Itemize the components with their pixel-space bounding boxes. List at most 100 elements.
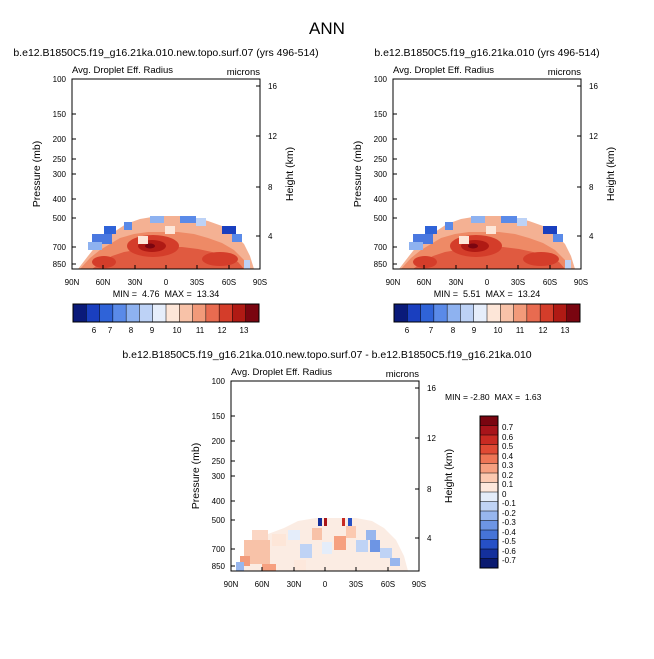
colorbar-swatch — [126, 304, 140, 322]
colorbar-label: 0.6 — [502, 433, 514, 442]
panel-a-ylabel: Pressure (mb) — [31, 141, 43, 208]
panel-a-tick-marks — [71, 78, 261, 269]
colorbar-swatch — [480, 473, 498, 483]
y-tick-label: 250 — [53, 155, 67, 164]
colorbar-swatch — [566, 304, 581, 322]
panel-c-ylabel-right: Height (km) — [443, 449, 455, 503]
y-tick-label: 250 — [212, 457, 226, 466]
colorbar-label: 10 — [173, 326, 182, 335]
x-tick-label: 0 — [485, 278, 490, 287]
y-tick-label: 700 — [374, 243, 388, 252]
colorbar-label: 7 — [429, 326, 434, 335]
panel-a-units: microns — [227, 67, 261, 78]
colorbar-label: 12 — [218, 326, 227, 335]
colorbar-swatch — [473, 304, 488, 322]
panel-a-right-ticks: 16 12 8 4 — [268, 82, 277, 241]
panel-c-units: microns — [386, 369, 420, 380]
height-tick-label: 16 — [589, 82, 598, 91]
height-tick-label: 16 — [427, 384, 436, 393]
colorbar-swatch — [99, 304, 114, 322]
x-tick-label: 30N — [287, 580, 302, 589]
y-tick-label: 500 — [374, 214, 388, 223]
panel-c-stats: MIN = -2.80 MAX = 1.63 — [445, 392, 542, 402]
y-tick-label: 200 — [374, 135, 388, 144]
colorbar-swatch — [205, 304, 220, 322]
colorbar-swatch — [480, 444, 498, 455]
panel-b-x-ticks: 90N 60N 30N 0 30S 60S 90S — [386, 278, 588, 287]
colorbar-label: 8 — [451, 326, 456, 335]
panel-a-title: b.e12.B1850C5.f19_g16.21ka.010.new.topo.… — [13, 47, 318, 59]
colorbar-swatch — [480, 511, 498, 521]
x-tick-label: 30S — [349, 580, 363, 589]
colorbar-swatch — [480, 482, 498, 493]
colorbar-label: 0.1 — [502, 480, 514, 489]
colorbar-swatch — [480, 539, 498, 550]
panel-a-ylabel-right: Height (km) — [284, 147, 296, 201]
colorbar-swatch — [166, 304, 180, 322]
y-tick-label: 100 — [374, 75, 388, 84]
height-tick-label: 4 — [268, 232, 273, 241]
x-tick-label: 30N — [449, 278, 464, 287]
x-tick-label: 90N — [224, 580, 239, 589]
colorbar-label: -0.1 — [502, 499, 516, 508]
y-tick-label: 850 — [53, 260, 67, 269]
colorbar-swatch — [487, 304, 501, 322]
x-tick-label: 90S — [574, 278, 588, 287]
colorbar-swatch — [447, 304, 461, 322]
panel-b-tick-marks — [392, 78, 582, 269]
y-tick-label: 850 — [374, 260, 388, 269]
colorbar-label: 0.4 — [502, 452, 514, 461]
colorbar-swatch — [540, 304, 554, 322]
colorbar-label: -0.7 — [502, 556, 516, 565]
colorbar-label: 0.7 — [502, 423, 514, 432]
y-tick-label: 150 — [212, 412, 226, 421]
colorbar-swatch — [480, 492, 498, 502]
y-tick-label: 200 — [212, 437, 226, 446]
panel-b-y-ticks: 100 150 200 250 300 400 500 700 850 — [374, 75, 388, 269]
x-tick-label: 60S — [381, 580, 395, 589]
colorbar-swatch — [73, 304, 87, 322]
panel-a-x-ticks: 90N 60N 30N 0 30S 60S 90S — [65, 278, 267, 287]
colorbar-label: 0.3 — [502, 461, 514, 470]
colorbar-swatch — [480, 520, 498, 531]
panel-c-tick-marks — [230, 380, 420, 571]
y-tick-label: 200 — [53, 135, 67, 144]
panel-c-variable: Avg. Droplet Eff. Radius — [231, 367, 332, 378]
colorbar-swatch — [480, 530, 498, 540]
panel-c-ylabel: Pressure (mb) — [190, 443, 202, 510]
colorbar-label: 7 — [108, 326, 113, 335]
colorbar-swatch — [480, 463, 498, 474]
colorbar-swatch — [394, 304, 408, 322]
colorbar-label: 0.2 — [502, 471, 514, 480]
panel-c-title: b.e12.B1850C5.f19_g16.21ka.010.new.topo.… — [122, 349, 531, 361]
panel-c-field — [236, 518, 408, 571]
y-tick-label: 400 — [212, 497, 226, 506]
colorbar-swatch — [513, 304, 528, 322]
panel-a-y-ticks: 100 150 200 250 300 400 500 700 850 — [53, 75, 67, 269]
colorbar-swatch — [553, 304, 568, 322]
x-tick-label: 30S — [190, 278, 204, 287]
y-tick-label: 400 — [374, 195, 388, 204]
y-tick-label: 150 — [53, 110, 67, 119]
colorbar-label: 9 — [472, 326, 477, 335]
colorbar-swatch — [480, 435, 498, 445]
colorbar-label: -0.3 — [502, 518, 516, 527]
colorbar-swatch — [480, 549, 498, 559]
colorbar-swatch — [139, 304, 154, 322]
y-tick-label: 500 — [53, 214, 67, 223]
panel-c-right-ticks: 16 12 8 4 — [427, 384, 436, 543]
height-tick-label: 8 — [268, 183, 273, 192]
panel-c: b.e12.B1850C5.f19_g16.21ka.010.new.topo.… — [122, 349, 541, 589]
panel-b-title: b.e12.B1850C5.f19_g16.21ka.010 (yrs 496-… — [374, 47, 599, 59]
colorbar-label: 0.5 — [502, 442, 514, 451]
x-tick-label: 30S — [511, 278, 525, 287]
colorbar-label: 6 — [405, 326, 410, 335]
colorbar-swatch — [480, 454, 498, 464]
colorbar-swatch — [152, 304, 167, 322]
colorbar-label: -0.2 — [502, 509, 516, 518]
colorbar-swatch — [480, 558, 498, 569]
colorbar-label: 11 — [196, 326, 205, 335]
y-tick-label: 150 — [374, 110, 388, 119]
colorbar-swatch — [526, 304, 541, 322]
